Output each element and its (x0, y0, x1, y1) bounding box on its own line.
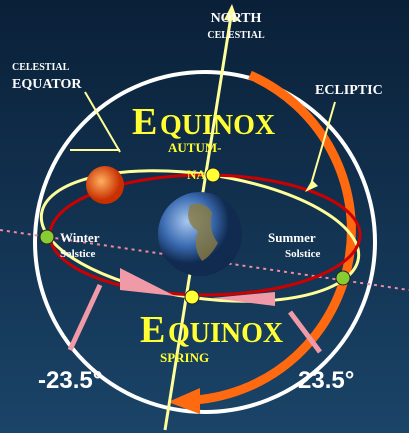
winter-point (40, 230, 54, 244)
label: CELESTIAL (207, 30, 265, 41)
title-letter: E (140, 309, 165, 351)
page: NORTH CELESTIAL CELESTIAL EQUATOR ECLIPT… (0, 0, 409, 433)
title-letter: E (132, 101, 157, 143)
label: NORTH (211, 11, 262, 26)
title: QUINOX (168, 318, 283, 349)
label: Summer (268, 230, 316, 245)
label: Winter (60, 230, 100, 245)
label: Solstice (60, 248, 96, 260)
summer-point (336, 271, 350, 285)
title: QUINOX (160, 110, 275, 141)
angle-label: -23.5° (38, 367, 102, 394)
spring-point (185, 290, 199, 304)
sun (86, 166, 124, 204)
label: AUTUM- (168, 140, 221, 155)
angle-label: 23.5° (298, 367, 354, 394)
label: EQUATOR (12, 77, 82, 92)
label: Solstice (285, 248, 321, 260)
label: SPRING (160, 350, 209, 365)
diagram: NORTH CELESTIAL CELESTIAL EQUATOR ECLIPT… (0, 0, 409, 433)
label: CELESTIAL (12, 62, 70, 73)
label: ECLIPTIC (315, 83, 383, 98)
autumn-point (206, 168, 220, 182)
